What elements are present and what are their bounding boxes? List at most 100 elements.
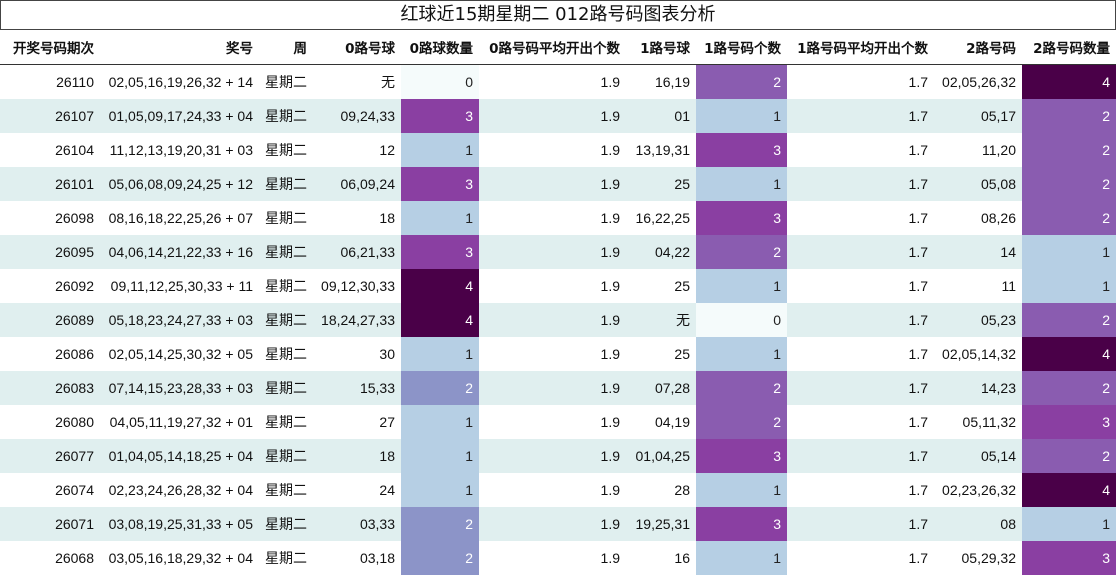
cell-numbers: 04,05,11,19,27,32 + 01 [100, 405, 259, 439]
cell-route0-count: 4 [401, 303, 479, 337]
cell-route0-balls: 12 [313, 133, 401, 167]
cell-route2-count: 2 [1022, 303, 1116, 337]
cell-route2-count: 4 [1022, 473, 1116, 507]
cell-route2-balls: 05,29,32 [934, 541, 1022, 575]
cell-route0-balls: 18,24,27,33 [313, 303, 401, 337]
cell-route2-count: 2 [1022, 201, 1116, 235]
cell-route0-count: 2 [401, 507, 479, 541]
cell-numbers: 04,06,14,21,22,33 + 16 [100, 235, 259, 269]
cell-route0-count: 3 [401, 235, 479, 269]
table-row: 26095 04,06,14,21,22,33 + 16 星期二 06,21,33 3 1… [0, 235, 1116, 269]
col-header-route1-count: 1路号码个数 [696, 30, 787, 65]
cell-route1-count: 1 [696, 167, 787, 201]
table-row: 26071 03,08,19,25,31,33 + 05 星期二 03,33 2 1.9 1… [0, 507, 1116, 541]
cell-issue: 26080 [0, 405, 100, 439]
cell-numbers: 02,23,24,26,28,32 + 04 [100, 473, 259, 507]
cell-route2-count: 1 [1022, 269, 1116, 303]
cell-route1-count: 1 [696, 269, 787, 303]
cell-route1-count: 1 [696, 541, 787, 575]
cell-week: 星期二 [259, 99, 313, 133]
cell-route1-count: 3 [696, 133, 787, 167]
analysis-table: 开奖号码期次 奖号 周 0路号球 0路球数量 0路号码平均开出个数 1路号球 1… [0, 30, 1116, 575]
cell-route0-avg: 1.9 [479, 64, 626, 99]
cell-route0-avg: 1.9 [479, 337, 626, 371]
cell-route2-count: 2 [1022, 371, 1116, 405]
cell-issue: 26110 [0, 64, 100, 99]
cell-route2-count: 4 [1022, 64, 1116, 99]
cell-route1-balls: 07,28 [626, 371, 696, 405]
cell-route2-count: 2 [1022, 167, 1116, 201]
cell-week: 星期二 [259, 405, 313, 439]
cell-numbers: 11,12,13,19,20,31 + 03 [100, 133, 259, 167]
cell-route1-avg: 1.7 [787, 541, 934, 575]
cell-route2-balls: 05,23 [934, 303, 1022, 337]
table-row: 26074 02,23,24,26,28,32 + 04 星期二 24 1 1.9 28 1 1… [0, 473, 1116, 507]
cell-issue: 26071 [0, 507, 100, 541]
cell-route2-count: 3 [1022, 541, 1116, 575]
cell-week: 星期二 [259, 235, 313, 269]
table-title: 红球近15期星期二 012路号码图表分析 [0, 0, 1116, 30]
cell-route2-balls: 14,23 [934, 371, 1022, 405]
cell-route1-balls: 25 [626, 167, 696, 201]
cell-numbers: 02,05,14,25,30,32 + 05 [100, 337, 259, 371]
cell-route2-balls: 05,08 [934, 167, 1022, 201]
table-row: 26080 04,05,11,19,27,32 + 01 星期二 27 1 1.9 04,1… [0, 405, 1116, 439]
col-header-route1-avg: 1路号码平均开出个数 [787, 30, 934, 65]
cell-route1-count: 3 [696, 507, 787, 541]
cell-route0-count: 4 [401, 269, 479, 303]
cell-route1-avg: 1.7 [787, 133, 934, 167]
cell-route0-balls: 27 [313, 405, 401, 439]
cell-issue: 26107 [0, 99, 100, 133]
cell-issue: 26068 [0, 541, 100, 575]
cell-route0-balls: 15,33 [313, 371, 401, 405]
col-header-route0-avg: 0路号码平均开出个数 [479, 30, 626, 65]
cell-route1-count: 1 [696, 473, 787, 507]
cell-route0-avg: 1.9 [479, 201, 626, 235]
cell-route0-count: 1 [401, 473, 479, 507]
cell-route2-count: 2 [1022, 99, 1116, 133]
cell-route0-count: 1 [401, 439, 479, 473]
cell-issue: 26092 [0, 269, 100, 303]
cell-route1-avg: 1.7 [787, 439, 934, 473]
cell-route1-balls: 01,04,25 [626, 439, 696, 473]
cell-route1-count: 1 [696, 99, 787, 133]
cell-numbers: 09,11,12,25,30,33 + 11 [100, 269, 259, 303]
cell-route0-balls: 06,09,24 [313, 167, 401, 201]
cell-route1-count: 2 [696, 64, 787, 99]
cell-week: 星期二 [259, 167, 313, 201]
cell-issue: 26098 [0, 201, 100, 235]
cell-numbers: 02,05,16,19,26,32 + 14 [100, 64, 259, 99]
cell-route0-balls: 09,24,33 [313, 99, 401, 133]
cell-route0-count: 1 [401, 133, 479, 167]
cell-route0-count: 3 [401, 99, 479, 133]
col-header-route0-count: 0路球数量 [401, 30, 479, 65]
cell-route2-balls: 08,26 [934, 201, 1022, 235]
cell-route0-count: 2 [401, 541, 479, 575]
table-row: 26083 07,14,15,23,28,33 + 03 星期二 15,33 2 1.9 0… [0, 371, 1116, 405]
cell-route0-balls: 无 [313, 64, 401, 99]
table-row: 26110 02,05,16,19,26,32 + 14 星期二无 0 1.9 16,19… [0, 64, 1116, 99]
cell-route1-balls: 无 [626, 303, 696, 337]
cell-route2-count: 1 [1022, 507, 1116, 541]
cell-route0-avg: 1.9 [479, 303, 626, 337]
cell-route2-count: 1 [1022, 235, 1116, 269]
cell-route2-balls: 02,23,26,32 [934, 473, 1022, 507]
table-row: 26101 05,06,08,09,24,25 + 12 星期二 06,09,24 3 1… [0, 167, 1116, 201]
cell-route0-avg: 1.9 [479, 235, 626, 269]
cell-route2-balls: 05,17 [934, 99, 1022, 133]
cell-week: 星期二 [259, 439, 313, 473]
header-row: 开奖号码期次 奖号 周 0路号球 0路球数量 0路号码平均开出个数 1路号球 1… [0, 30, 1116, 65]
cell-week: 星期二 [259, 269, 313, 303]
cell-route1-balls: 16,22,25 [626, 201, 696, 235]
cell-route1-count: 2 [696, 405, 787, 439]
cell-issue: 26074 [0, 473, 100, 507]
cell-route0-balls: 24 [313, 473, 401, 507]
cell-route0-avg: 1.9 [479, 541, 626, 575]
cell-numbers: 01,04,05,14,18,25 + 04 [100, 439, 259, 473]
cell-issue: 26101 [0, 167, 100, 201]
cell-route1-avg: 1.7 [787, 269, 934, 303]
cell-week: 星期二 [259, 507, 313, 541]
cell-route1-balls: 25 [626, 337, 696, 371]
cell-route2-count: 3 [1022, 405, 1116, 439]
table-row: 26077 01,04,05,14,18,25 + 04 星期二 18 1 1.9 01,0… [0, 439, 1116, 473]
